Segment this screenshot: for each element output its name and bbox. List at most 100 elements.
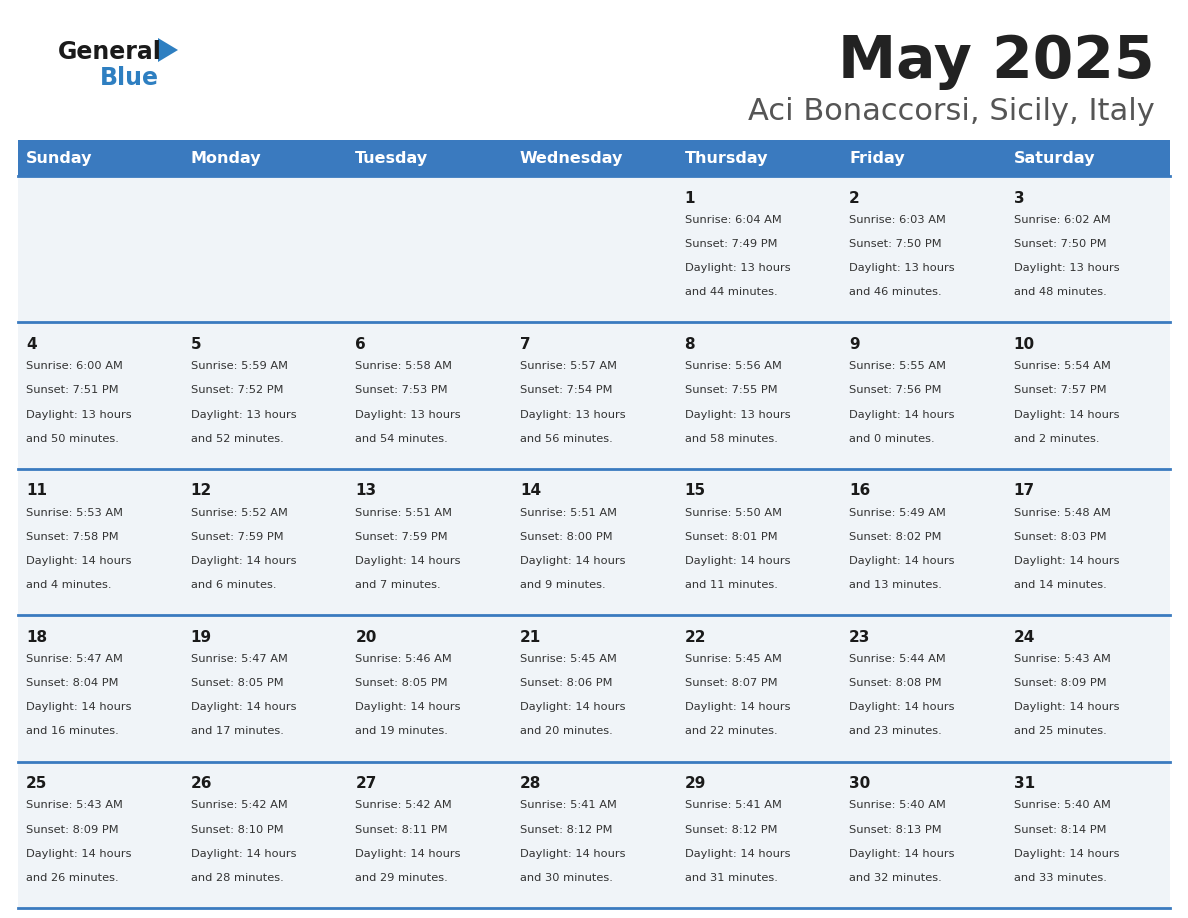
Text: Sunrise: 5:52 AM: Sunrise: 5:52 AM xyxy=(191,508,287,518)
Text: 2: 2 xyxy=(849,191,860,206)
Bar xyxy=(841,322,1005,469)
Text: Thursday: Thursday xyxy=(684,151,767,165)
Bar xyxy=(347,762,512,908)
Text: Daylight: 13 hours: Daylight: 13 hours xyxy=(684,263,790,274)
Text: Daylight: 14 hours: Daylight: 14 hours xyxy=(1013,849,1119,858)
Text: Monday: Monday xyxy=(191,151,261,165)
Text: and 23 minutes.: and 23 minutes. xyxy=(849,726,942,736)
Text: and 9 minutes.: and 9 minutes. xyxy=(520,580,606,590)
Bar xyxy=(676,140,841,176)
Text: Daylight: 14 hours: Daylight: 14 hours xyxy=(849,702,955,712)
Text: Sunrise: 5:49 AM: Sunrise: 5:49 AM xyxy=(849,508,946,518)
Text: Sunset: 7:52 PM: Sunset: 7:52 PM xyxy=(191,386,283,396)
Text: and 16 minutes.: and 16 minutes. xyxy=(26,726,119,736)
Text: 23: 23 xyxy=(849,630,871,644)
Text: Sunrise: 6:02 AM: Sunrise: 6:02 AM xyxy=(1013,215,1111,225)
Text: 30: 30 xyxy=(849,777,871,791)
Text: 13: 13 xyxy=(355,484,377,498)
Text: 18: 18 xyxy=(26,630,48,644)
Text: 12: 12 xyxy=(191,484,211,498)
Text: Sunset: 7:59 PM: Sunset: 7:59 PM xyxy=(355,532,448,542)
Text: Sunset: 8:12 PM: Sunset: 8:12 PM xyxy=(684,824,777,834)
Text: and 6 minutes.: and 6 minutes. xyxy=(191,580,277,590)
Text: Daylight: 14 hours: Daylight: 14 hours xyxy=(684,702,790,712)
Text: Daylight: 14 hours: Daylight: 14 hours xyxy=(849,556,955,565)
Text: and 20 minutes.: and 20 minutes. xyxy=(520,726,613,736)
Bar xyxy=(676,176,841,322)
Text: Daylight: 14 hours: Daylight: 14 hours xyxy=(849,849,955,858)
Text: and 4 minutes.: and 4 minutes. xyxy=(26,580,112,590)
Bar xyxy=(512,322,676,469)
Bar xyxy=(676,615,841,762)
Text: and 13 minutes.: and 13 minutes. xyxy=(849,580,942,590)
Text: Sunrise: 5:59 AM: Sunrise: 5:59 AM xyxy=(191,361,287,371)
Text: Sunrise: 5:47 AM: Sunrise: 5:47 AM xyxy=(26,654,124,664)
Bar xyxy=(512,469,676,615)
Text: Sunrise: 6:00 AM: Sunrise: 6:00 AM xyxy=(26,361,124,371)
Text: 9: 9 xyxy=(849,337,860,352)
Text: Daylight: 14 hours: Daylight: 14 hours xyxy=(26,702,132,712)
Bar xyxy=(1005,140,1170,176)
Text: Sunset: 7:49 PM: Sunset: 7:49 PM xyxy=(684,239,777,249)
Text: Daylight: 14 hours: Daylight: 14 hours xyxy=(684,849,790,858)
Text: Daylight: 14 hours: Daylight: 14 hours xyxy=(1013,409,1119,420)
Text: Sunrise: 5:46 AM: Sunrise: 5:46 AM xyxy=(355,654,453,664)
Text: Sunset: 8:09 PM: Sunset: 8:09 PM xyxy=(26,824,119,834)
Text: Sunset: 7:58 PM: Sunset: 7:58 PM xyxy=(26,532,119,542)
Text: Sunrise: 5:58 AM: Sunrise: 5:58 AM xyxy=(355,361,453,371)
Text: 10: 10 xyxy=(1013,337,1035,352)
Text: Sunset: 8:00 PM: Sunset: 8:00 PM xyxy=(520,532,613,542)
Text: Sunset: 7:51 PM: Sunset: 7:51 PM xyxy=(26,386,119,396)
Bar xyxy=(512,615,676,762)
Text: Daylight: 14 hours: Daylight: 14 hours xyxy=(355,849,461,858)
Text: Sunrise: 5:44 AM: Sunrise: 5:44 AM xyxy=(849,654,946,664)
Text: Tuesday: Tuesday xyxy=(355,151,429,165)
Text: and 22 minutes.: and 22 minutes. xyxy=(684,726,777,736)
Bar xyxy=(841,615,1005,762)
Text: Sunset: 7:55 PM: Sunset: 7:55 PM xyxy=(684,386,777,396)
Bar xyxy=(512,762,676,908)
Bar xyxy=(512,140,676,176)
Bar xyxy=(183,140,347,176)
Text: Sunset: 7:53 PM: Sunset: 7:53 PM xyxy=(355,386,448,396)
Text: 1: 1 xyxy=(684,191,695,206)
Text: and 32 minutes.: and 32 minutes. xyxy=(849,873,942,883)
Text: Sunset: 7:57 PM: Sunset: 7:57 PM xyxy=(1013,386,1106,396)
Text: 14: 14 xyxy=(520,484,541,498)
Bar xyxy=(841,140,1005,176)
Text: and 0 minutes.: and 0 minutes. xyxy=(849,433,935,443)
Text: Daylight: 14 hours: Daylight: 14 hours xyxy=(191,702,296,712)
Text: Sunrise: 5:48 AM: Sunrise: 5:48 AM xyxy=(1013,508,1111,518)
Text: Sunrise: 5:43 AM: Sunrise: 5:43 AM xyxy=(1013,654,1111,664)
Text: and 58 minutes.: and 58 minutes. xyxy=(684,433,777,443)
Text: Sunrise: 5:47 AM: Sunrise: 5:47 AM xyxy=(191,654,287,664)
Bar xyxy=(347,176,512,322)
Text: 31: 31 xyxy=(1013,777,1035,791)
Text: Sunset: 8:08 PM: Sunset: 8:08 PM xyxy=(849,678,942,688)
Text: Sunrise: 5:53 AM: Sunrise: 5:53 AM xyxy=(26,508,124,518)
Text: Daylight: 13 hours: Daylight: 13 hours xyxy=(849,263,955,274)
Bar xyxy=(1005,762,1170,908)
Text: Daylight: 13 hours: Daylight: 13 hours xyxy=(1013,263,1119,274)
Text: Sunset: 8:05 PM: Sunset: 8:05 PM xyxy=(191,678,284,688)
Text: Sunset: 8:09 PM: Sunset: 8:09 PM xyxy=(1013,678,1106,688)
Text: 8: 8 xyxy=(684,337,695,352)
Text: Sunset: 7:50 PM: Sunset: 7:50 PM xyxy=(1013,239,1106,249)
Bar xyxy=(1005,615,1170,762)
Bar xyxy=(347,322,512,469)
Text: 25: 25 xyxy=(26,777,48,791)
Text: and 25 minutes.: and 25 minutes. xyxy=(1013,726,1106,736)
Text: Daylight: 13 hours: Daylight: 13 hours xyxy=(355,409,461,420)
Text: Blue: Blue xyxy=(100,66,159,90)
Text: Daylight: 14 hours: Daylight: 14 hours xyxy=(520,556,625,565)
Text: Daylight: 13 hours: Daylight: 13 hours xyxy=(26,409,132,420)
Text: Sunrise: 5:43 AM: Sunrise: 5:43 AM xyxy=(26,800,124,811)
Bar xyxy=(183,176,347,322)
Text: Sunrise: 5:45 AM: Sunrise: 5:45 AM xyxy=(684,654,782,664)
Bar xyxy=(18,615,183,762)
Text: Daylight: 14 hours: Daylight: 14 hours xyxy=(26,556,132,565)
Text: and 17 minutes.: and 17 minutes. xyxy=(191,726,284,736)
Bar xyxy=(676,322,841,469)
Bar xyxy=(676,762,841,908)
Bar xyxy=(183,322,347,469)
